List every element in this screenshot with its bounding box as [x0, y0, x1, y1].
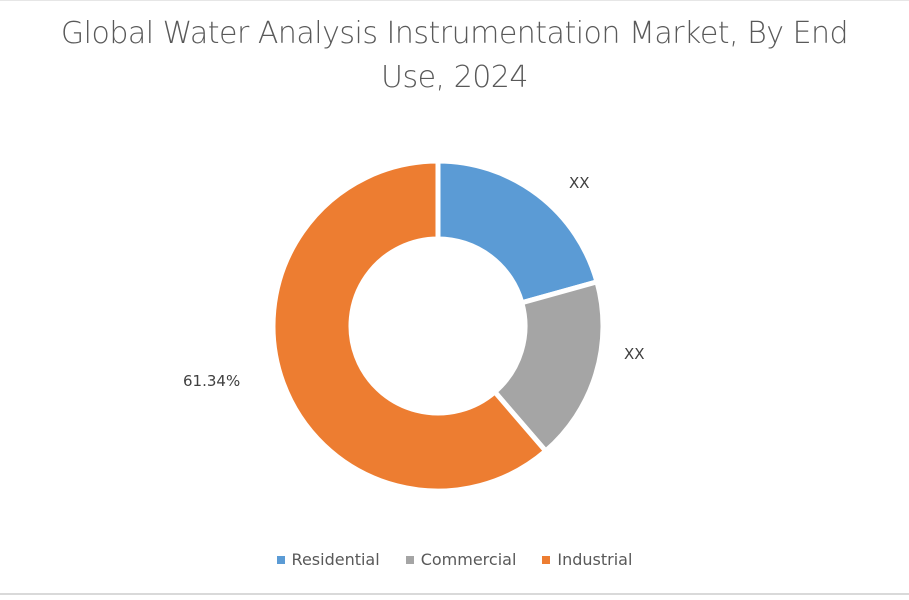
- donut-slice-residential[interactable]: [435, 158, 601, 306]
- chart-legend: Residential Commercial Industrial: [0, 550, 909, 569]
- chart-title: Global Water Analysis Instrumentation Ma…: [0, 12, 909, 100]
- data-label-commercial: XX: [624, 345, 645, 363]
- bottom-border: [0, 593, 909, 595]
- legend-label-commercial: Commercial: [420, 550, 517, 569]
- data-label-residential: XX: [569, 174, 590, 192]
- legend-label-industrial: Industrial: [557, 550, 633, 569]
- top-border: [0, 0, 909, 1]
- legend-item-industrial[interactable]: Industrial: [542, 550, 632, 569]
- legend-item-residential[interactable]: Residential: [276, 550, 380, 569]
- legend-swatch-commercial: [405, 555, 414, 564]
- legend-swatch-residential: [276, 555, 285, 564]
- legend-item-commercial[interactable]: Commercial: [405, 550, 517, 569]
- chart-title-line2: Use, 2024: [381, 60, 528, 95]
- legend-swatch-industrial: [542, 555, 551, 564]
- data-label-industrial: 61.34%: [183, 372, 241, 390]
- donut-slices: [270, 158, 606, 494]
- donut-slice-industrial[interactable]: [270, 158, 550, 494]
- chart-title-line1: Global Water Analysis Instrumentation Ma…: [60, 16, 849, 51]
- donut-slice-commercial[interactable]: [491, 278, 606, 455]
- legend-label-residential: Residential: [291, 550, 380, 569]
